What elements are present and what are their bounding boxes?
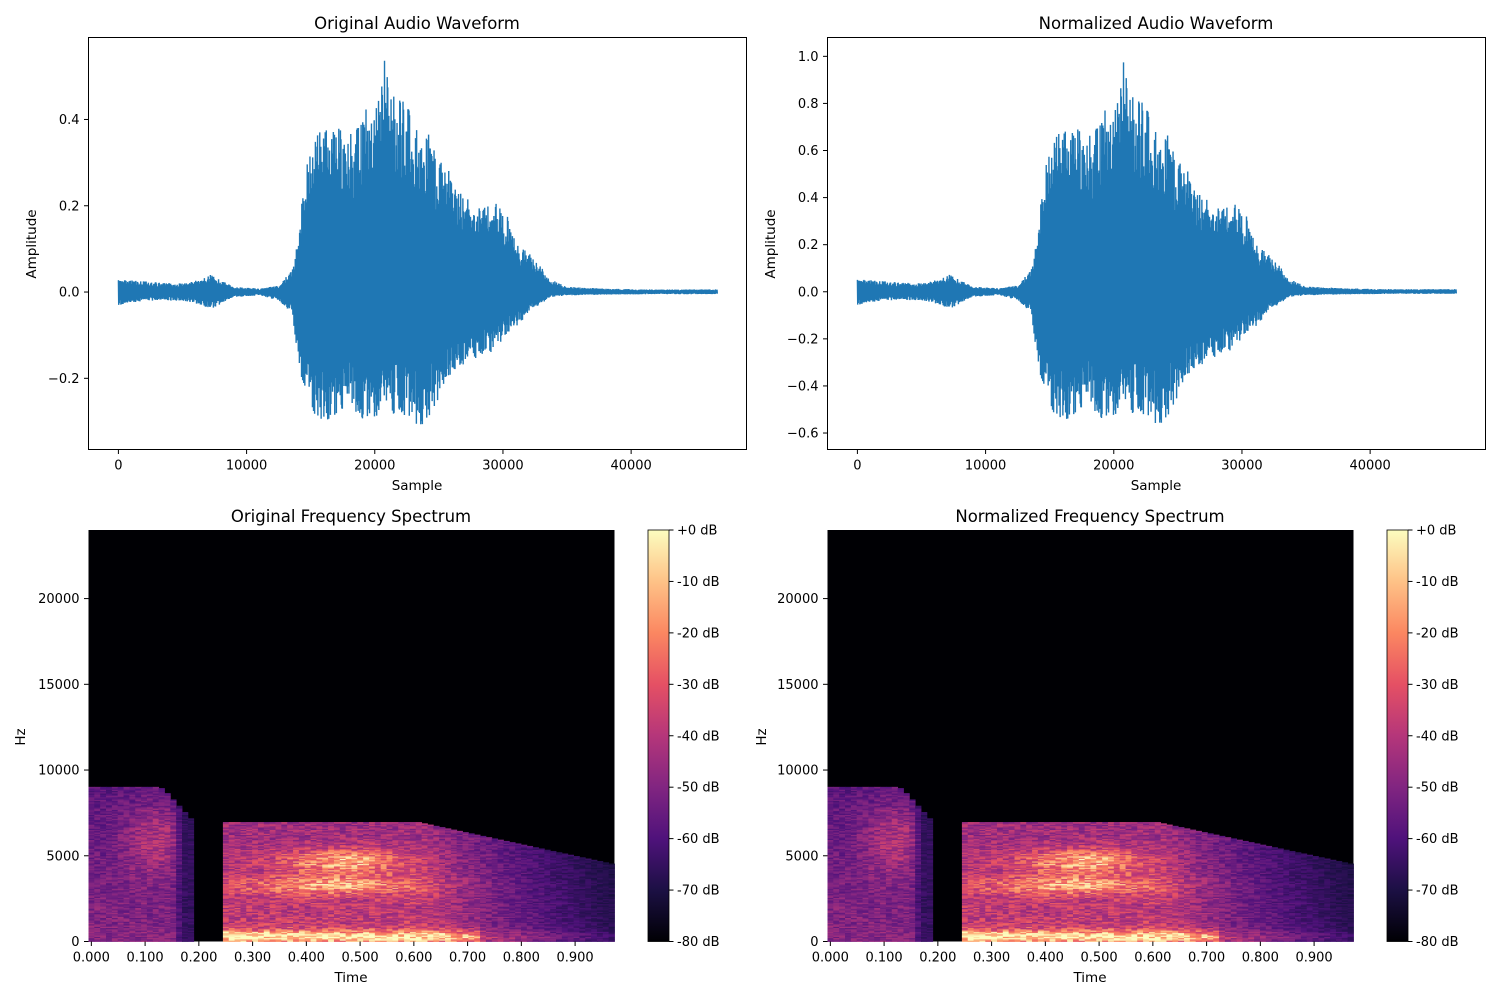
spectrogram-cell <box>188 818 194 820</box>
y-tick-label: 0.4 <box>59 113 80 128</box>
panel-normalized-waveform: Normalized Audio Waveform 0 10000 20000 300… <box>763 14 1486 494</box>
spectrogram-cell <box>223 822 229 824</box>
x-axis: 0 10000 20000 30000 40000 <box>853 450 1391 474</box>
y-tick-label: −0.6 <box>787 427 819 442</box>
x-tick-label: 30000 <box>482 459 523 474</box>
plot-area <box>857 62 1456 423</box>
y-tick-label: −0.2 <box>48 372 80 387</box>
spectrogram-cell <box>135 787 141 789</box>
spectrogram-cell <box>170 799 176 801</box>
spectrogram-cell <box>89 787 95 789</box>
spectrogram-cell <box>299 822 305 824</box>
spectrogram-cell <box>153 787 159 789</box>
spectrogram-cell <box>311 822 317 824</box>
x-tick-label: 20000 <box>1093 459 1134 474</box>
chart-title: Original Frequency Spectrum <box>231 507 471 526</box>
spectrogram-cell <box>281 822 287 824</box>
spectrogram-cell <box>112 787 118 789</box>
x-tick-label: 20000 <box>354 459 395 474</box>
spectrogram-cell <box>346 822 352 824</box>
chart-title: Original Audio Waveform <box>314 14 520 33</box>
spectrogram-cell <box>240 822 246 824</box>
spectrogram-cell <box>124 787 130 789</box>
spectrogram-cell <box>246 822 252 824</box>
y-tick-label: 0.2 <box>59 199 80 214</box>
x-tick-label: 40000 <box>610 459 651 474</box>
spectrogram-cell <box>235 822 241 824</box>
spectrogram-cell <box>229 822 235 824</box>
x-tick-label: 30000 <box>1221 459 1262 474</box>
spectrogram-cell <box>176 806 182 808</box>
x-tick-label: 40000 <box>1349 459 1390 474</box>
y-tick-label: 0.8 <box>798 97 819 112</box>
spectrogram-image <box>89 530 615 942</box>
x-tick-label: 10000 <box>965 459 1006 474</box>
y-tick-label: 0.6 <box>798 144 819 159</box>
y-axis-label: Amplitude <box>763 209 779 278</box>
y-tick-label: 0.4 <box>798 191 819 206</box>
waveform-series-line <box>857 62 1456 423</box>
spectrogram-cell <box>322 822 328 824</box>
spectrogram-cell <box>369 822 375 824</box>
spectrogram-cell <box>387 822 393 824</box>
spectrogram-cell <box>340 822 346 824</box>
spectrogram-cell <box>334 822 340 824</box>
spectrogram-cell <box>141 787 147 789</box>
spectrogram-cell <box>287 822 293 824</box>
y-tick-label: 0.0 <box>59 286 80 301</box>
spectrogram-cell <box>106 787 112 789</box>
y-axis: −0.2 0.0 0.2 0.4 <box>48 113 89 387</box>
spectrogram-cell <box>258 822 264 824</box>
spectrogram-cell <box>276 822 282 824</box>
panel-original-waveform: Original Audio Waveform 0 10000 20000 30000… <box>24 14 747 494</box>
x-tick-label: 0 <box>114 459 122 474</box>
spectrogram-cell <box>316 822 322 824</box>
x-axis-label: Sample <box>392 478 443 494</box>
spectrogram-cell <box>159 788 165 790</box>
y-tick-label: 0.0 <box>798 285 819 300</box>
spectrogram-cell <box>363 822 369 824</box>
spectrogram-cell <box>264 822 270 824</box>
chart-title: Normalized Audio Waveform <box>1039 14 1274 33</box>
spectrogram-cell <box>182 812 188 814</box>
spectrogram-cell <box>357 822 363 824</box>
y-axis: −0.6 −0.4 −0.2 0.0 0.2 0.4 0.6 0.8 1.0 <box>787 50 828 442</box>
y-tick-label: 0.2 <box>798 238 819 253</box>
x-tick-label: 10000 <box>226 459 267 474</box>
plot-area <box>118 61 717 425</box>
spectrogram-cell <box>118 787 124 789</box>
spectrogram-cell <box>94 787 100 789</box>
x-axis: 0 10000 20000 30000 40000 <box>114 450 652 474</box>
spectrogram-cell <box>352 822 358 824</box>
spectrogram-cell <box>252 822 258 824</box>
y-axis-label: Amplitude <box>24 209 40 278</box>
spectrogram-cell <box>305 822 311 824</box>
y-tick-label: 1.0 <box>798 50 819 65</box>
waveform-series-line <box>118 61 717 425</box>
spectrogram-cell <box>100 787 106 789</box>
y-tick-label: −0.2 <box>787 332 819 347</box>
spectrogram-cell <box>164 793 170 795</box>
spectrogram-cell <box>129 787 135 789</box>
x-tick-label: 0 <box>853 459 861 474</box>
spectrogram-cell <box>381 822 387 824</box>
spectrogram-cell <box>147 787 153 789</box>
spectrogram-cell <box>270 822 276 824</box>
y-tick-label: −0.4 <box>787 379 819 394</box>
spectrogram-cell <box>375 822 381 824</box>
x-axis-label: Sample <box>1131 478 1182 494</box>
spectrogram-cell <box>328 822 334 824</box>
spectrogram-cell <box>293 822 299 824</box>
